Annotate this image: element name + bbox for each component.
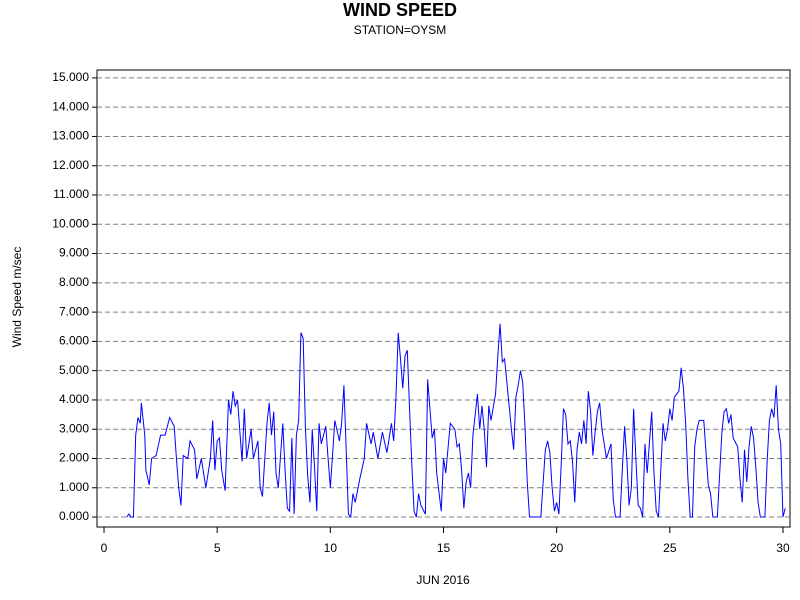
chart-title: WIND SPEED: [343, 0, 457, 20]
y-tick-label: 5.000: [59, 363, 89, 377]
x-tick-label: 0: [101, 541, 108, 555]
y-tick-label: 9.000: [59, 246, 89, 260]
wind-speed-line: [126, 323, 786, 519]
y-tick-label: 11.000: [53, 187, 89, 201]
x-tick-label: 30: [776, 541, 790, 555]
chart-subtitle: STATION=OYSM: [354, 23, 447, 37]
y-tick-label: 15.000: [52, 70, 89, 84]
y-tick-label: 8.000: [59, 275, 89, 289]
y-tick-label: 3.000: [59, 421, 89, 435]
y-tick-label: 0.000: [59, 509, 89, 523]
x-tick-label: 5: [214, 541, 221, 555]
y-tick-label: 12.000: [52, 158, 89, 172]
x-axis-label: JUN 2016: [416, 573, 470, 587]
x-tick-label: 20: [550, 541, 564, 555]
x-tick-label: 10: [324, 541, 338, 555]
x-tick-label: 25: [663, 541, 677, 555]
y-tick-label: 6.000: [59, 334, 89, 348]
y-tick-label: 10.000: [52, 216, 89, 230]
y-tick-label: 2.000: [59, 451, 89, 465]
y-tick-label: 14.000: [52, 99, 89, 113]
y-tick-label: 13.000: [52, 129, 89, 143]
y-tick-label: 1.000: [59, 480, 89, 494]
x-tick-label: 15: [437, 541, 451, 555]
y-axis-label: Wind Speed m/sec: [10, 247, 24, 348]
y-tick-label: 7.000: [59, 304, 89, 318]
y-tick-label: 4.000: [59, 392, 89, 406]
